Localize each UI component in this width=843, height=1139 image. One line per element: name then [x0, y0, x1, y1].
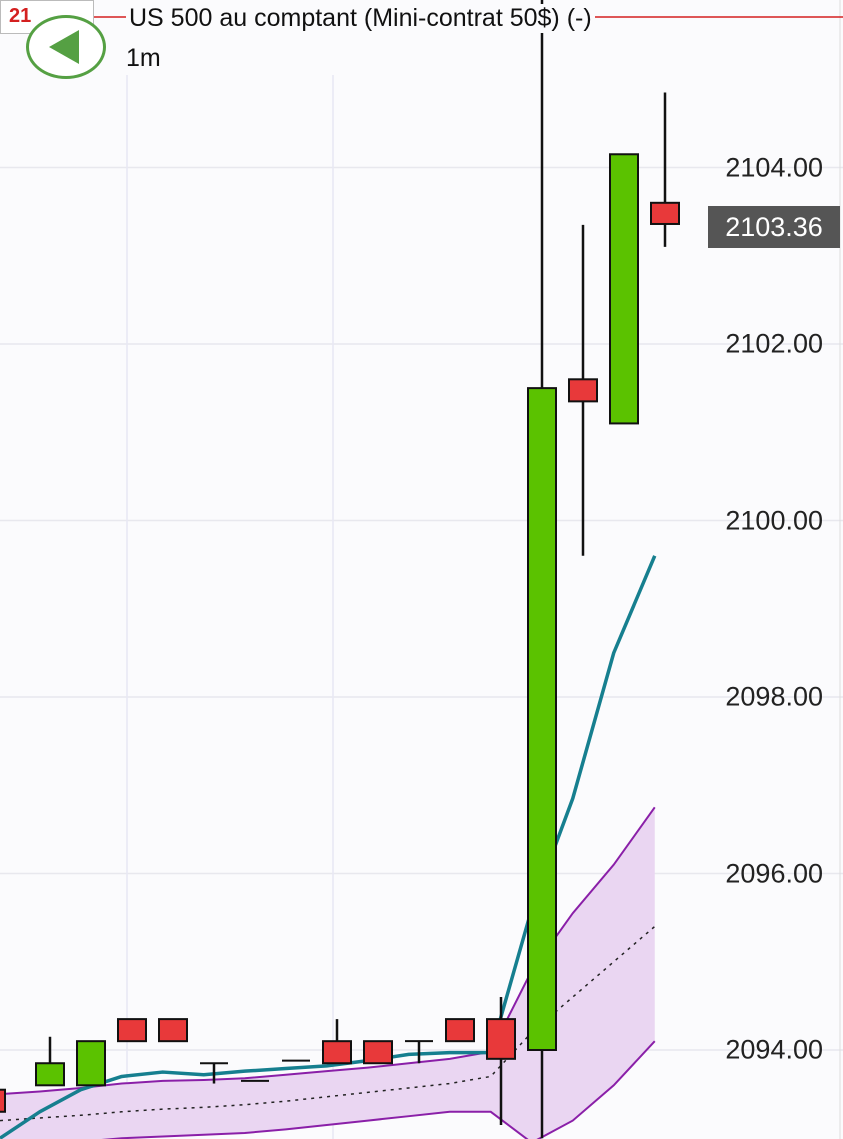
candle-body — [363, 1040, 393, 1065]
candle — [405, 1040, 433, 1064]
current-price-badge: 2103.36 — [708, 206, 840, 248]
timeframe-label[interactable]: 1m — [126, 44, 161, 72]
candle — [363, 1040, 393, 1065]
candle — [322, 1019, 352, 1065]
candle — [76, 1040, 106, 1087]
candle-body — [650, 201, 680, 225]
triangle-left-icon — [49, 30, 79, 64]
candle — [527, 0, 557, 1139]
candle — [486, 997, 516, 1126]
candle-body — [568, 378, 598, 403]
candle-body — [76, 1040, 106, 1087]
symbol-tag-text: 21 — [9, 5, 32, 27]
candles — [0, 0, 680, 1139]
candle-body — [322, 1040, 352, 1065]
candle — [158, 1018, 188, 1043]
chart-header: US 500 au comptant (Mini-contrat 50$) (-… — [126, 4, 595, 33]
candle — [0, 1088, 6, 1113]
candle-body — [445, 1018, 475, 1043]
price-tick-label: 2104.00 — [725, 152, 823, 182]
back-button[interactable] — [26, 15, 106, 79]
price-tick-label: 2100.00 — [725, 505, 823, 535]
price-tick-label: 2098.00 — [725, 681, 823, 712]
price-tick-label: 2094.00 — [725, 1034, 823, 1065]
band-lower-line — [101, 1040, 656, 1139]
candle-body — [117, 1018, 147, 1043]
instrument-title: US 500 au comptant (Mini-contrat 50$) (-… — [129, 4, 592, 32]
candle-body — [609, 153, 639, 425]
price-tick-label: 2096.00 — [725, 858, 823, 888]
candle — [650, 92, 680, 247]
candle — [200, 1062, 228, 1084]
candle-body — [35, 1062, 65, 1087]
candle-body — [158, 1018, 188, 1043]
candle — [445, 1018, 475, 1043]
candle — [117, 1018, 147, 1043]
candle-body — [486, 1018, 516, 1060]
candle-body — [527, 387, 557, 1051]
candle — [35, 1036, 65, 1087]
candle — [609, 153, 639, 425]
price-tick-label: 2102.00 — [725, 328, 823, 359]
candle — [568, 224, 598, 556]
candle-body — [0, 1088, 6, 1113]
